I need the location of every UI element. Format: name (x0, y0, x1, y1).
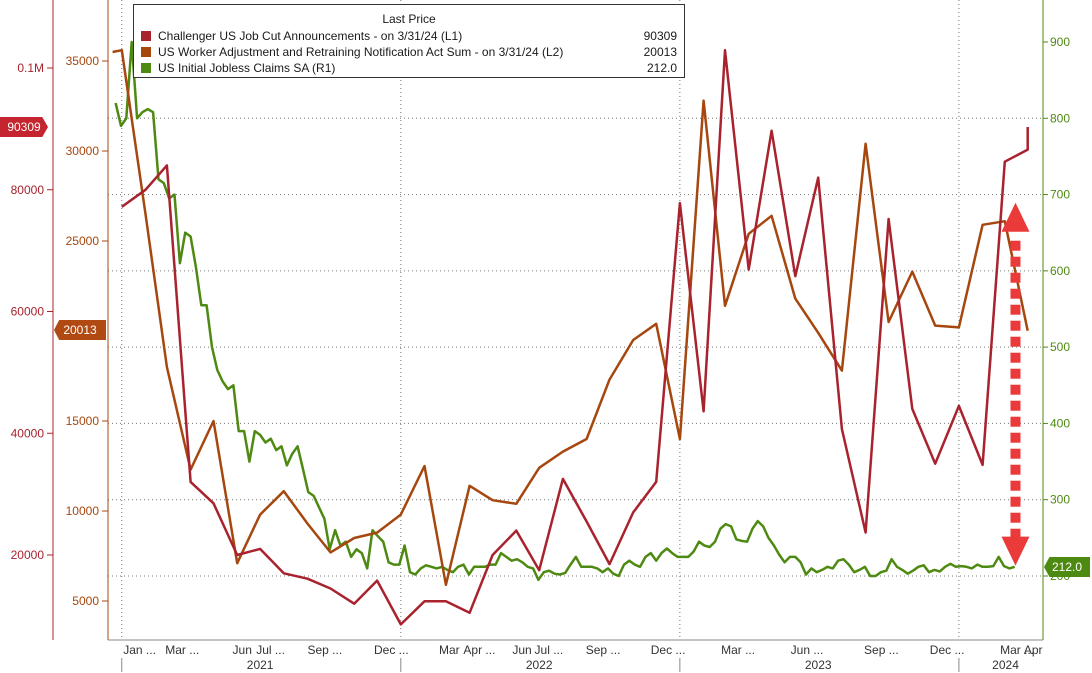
tick-label-l1: 60000 (11, 305, 45, 319)
series-line-l2 (112, 48, 1029, 587)
tick-label-month: Mar ... (721, 643, 755, 657)
legend: Last Price Challenger US Job Cut Announc… (133, 4, 685, 78)
tick-label-r1: 800 (1050, 111, 1070, 125)
tick-label-year: 2023 (805, 658, 832, 672)
legend-title: Last Price (382, 12, 436, 26)
legend-value-l1: 90309 (643, 29, 677, 43)
tick-label-year: 2021 (247, 658, 274, 672)
arrow-dash (1010, 368, 1021, 379)
legend-swatch-l2 (141, 47, 151, 57)
tick-label-l2: 35000 (66, 54, 100, 68)
tick-label-l1: 40000 (11, 426, 45, 440)
tick-label-l1: 0.1M (17, 61, 44, 75)
tick-label-month: Jul ... (535, 643, 564, 657)
tick-label-month: Sep ... (307, 643, 342, 657)
arrow-dash (1010, 464, 1021, 475)
tick-label-l2: 30000 (66, 144, 100, 158)
last-value-marker-l1: 90309 (0, 117, 48, 137)
arrow-dash (1010, 320, 1021, 331)
tick-label-month: Dec ... (930, 643, 965, 657)
tick-label-l1: 20000 (11, 548, 45, 562)
tick-label-month: Jun (512, 643, 531, 657)
tick-label-month: Apr ... (463, 643, 495, 657)
tick-label-l2: 5000 (72, 594, 99, 608)
tick-label-month: Sep ... (586, 643, 621, 657)
arrow-dash (1010, 432, 1021, 443)
last-value-marker-l2: 20013 (54, 320, 106, 340)
tick-label-year: 2022 (526, 658, 553, 672)
legend-entry-l1: Challenger US Job Cut Announcements - on… (141, 29, 677, 45)
legend-value-r1: 212.0 (646, 61, 677, 75)
arrow-head-up (1001, 202, 1030, 232)
tick-label-l2: 25000 (66, 234, 100, 248)
tick-label-r1: 500 (1050, 340, 1070, 354)
arrow-dash (1010, 336, 1021, 347)
tick-label-month: Mar (439, 643, 460, 657)
arrow-dash (1010, 240, 1021, 251)
arrow-dash (1010, 304, 1021, 315)
arrow-dash (1010, 496, 1021, 507)
legend-swatch-l1 (141, 31, 151, 41)
tick-label-l2: 10000 (66, 504, 100, 518)
series-line-r1 (114, 40, 1016, 582)
arrow-dash (1010, 384, 1021, 395)
legend-label-r1: US Initial Jobless Claims SA (R1) (158, 61, 336, 75)
axes: 0.1M 80000 60000 40000 20000 35000 30000 25000 1… (11, 0, 1070, 672)
tick-label-month: Mar ... (1000, 643, 1034, 657)
series-line-l1 (121, 49, 1029, 626)
legend-label-l1: Challenger US Job Cut Announcements - on… (158, 29, 463, 43)
tick-label-r1: 300 (1050, 493, 1070, 507)
tick-label-l1: 80000 (11, 183, 45, 197)
tick-label-month: Sep ... (864, 643, 899, 657)
tick-label-month: Dec ... (651, 643, 686, 657)
legend-swatch-r1 (141, 63, 151, 73)
arrow-dash (1010, 272, 1021, 283)
tick-label-r1: 600 (1050, 264, 1070, 278)
gridlines (108, 0, 1043, 640)
legend-value-l2: 20013 (643, 45, 677, 59)
legend-entry-r1: US Initial Jobless Claims SA (R1) 212.0 (141, 61, 677, 77)
tick-label-year: 2024 (992, 658, 1019, 672)
arrow-dash (1010, 480, 1021, 491)
tick-label-r1: 900 (1050, 35, 1070, 49)
tick-label-r1: 700 (1050, 188, 1070, 202)
tick-label-r1: 400 (1050, 416, 1070, 430)
arrow-dash (1010, 528, 1021, 539)
arrow-dash (1010, 256, 1021, 267)
last-value-marker-r1: 212.0 (1044, 557, 1090, 577)
annotation-double-arrow (1001, 202, 1030, 566)
arrow-dash (1010, 288, 1021, 299)
arrow-dash (1010, 400, 1021, 411)
arrow-dash (1010, 512, 1021, 523)
arrow-dash (1010, 416, 1021, 427)
arrow-dash (1010, 352, 1021, 363)
legend-entry-l2: US Worker Adjustment and Retraining Noti… (141, 45, 677, 61)
tick-label-l2: 15000 (66, 414, 100, 428)
tick-label-month: Dec ... (374, 643, 409, 657)
tick-label-month: Jun (233, 643, 252, 657)
tick-label-month: Jul ... (256, 643, 285, 657)
series-lines (112, 40, 1029, 626)
tick-label-month: Apr (1024, 643, 1043, 657)
tick-label-month: Mar ... (165, 643, 199, 657)
arrow-dash (1010, 448, 1021, 459)
arrow-head-down (1001, 536, 1030, 566)
legend-label-l2: US Worker Adjustment and Retraining Noti… (158, 45, 564, 59)
tick-label-month: Jun ... (791, 643, 824, 657)
tick-label-month: Jan ... (123, 643, 156, 657)
